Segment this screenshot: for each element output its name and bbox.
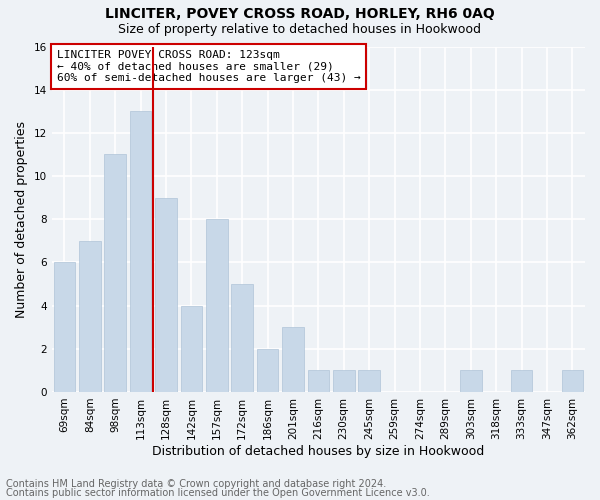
- X-axis label: Distribution of detached houses by size in Hookwood: Distribution of detached houses by size …: [152, 444, 484, 458]
- Bar: [460, 370, 482, 392]
- Bar: [282, 327, 304, 392]
- Y-axis label: Number of detached properties: Number of detached properties: [15, 120, 28, 318]
- Bar: [79, 241, 101, 392]
- Bar: [206, 219, 227, 392]
- Bar: [511, 370, 532, 392]
- Text: LINCITER POVEY CROSS ROAD: 123sqm
← 40% of detached houses are smaller (29)
60% : LINCITER POVEY CROSS ROAD: 123sqm ← 40% …: [57, 50, 361, 83]
- Bar: [104, 154, 126, 392]
- Bar: [562, 370, 583, 392]
- Text: Size of property relative to detached houses in Hookwood: Size of property relative to detached ho…: [119, 22, 482, 36]
- Bar: [53, 262, 75, 392]
- Bar: [155, 198, 177, 392]
- Bar: [257, 349, 278, 392]
- Bar: [130, 112, 151, 392]
- Text: Contains public sector information licensed under the Open Government Licence v3: Contains public sector information licen…: [6, 488, 430, 498]
- Bar: [333, 370, 355, 392]
- Bar: [308, 370, 329, 392]
- Bar: [181, 306, 202, 392]
- Text: Contains HM Land Registry data © Crown copyright and database right 2024.: Contains HM Land Registry data © Crown c…: [6, 479, 386, 489]
- Text: LINCITER, POVEY CROSS ROAD, HORLEY, RH6 0AQ: LINCITER, POVEY CROSS ROAD, HORLEY, RH6 …: [105, 8, 495, 22]
- Bar: [232, 284, 253, 392]
- Bar: [358, 370, 380, 392]
